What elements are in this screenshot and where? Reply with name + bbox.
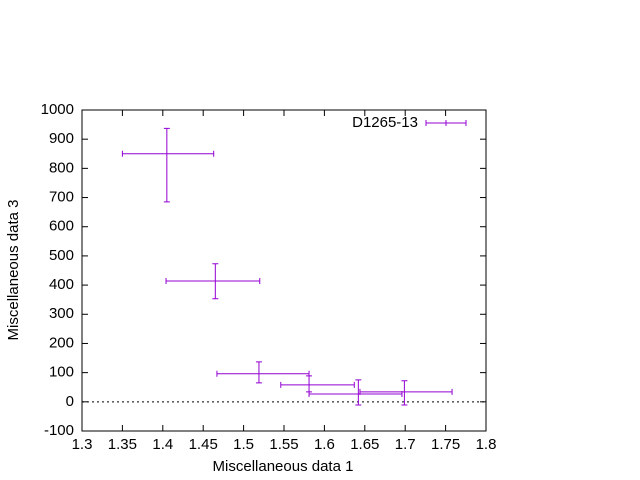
y-tick-label: 100 <box>49 364 74 381</box>
y-error-bar <box>401 380 408 406</box>
x-error-bar <box>216 370 310 377</box>
x-error-bar <box>121 150 215 157</box>
x-tick-label: 1.8 <box>476 436 497 453</box>
y-tick-label: 500 <box>49 247 74 264</box>
x-tick-label: 1.65 <box>350 436 379 453</box>
y-error-bar <box>255 361 262 384</box>
y-tick-label: 700 <box>49 189 74 206</box>
y-axis-label: Miscellaneous data 3 <box>5 200 22 341</box>
y-tick-label: -100 <box>44 422 74 439</box>
y-tick-label: 900 <box>49 130 74 147</box>
y-tick-label: 600 <box>49 218 74 235</box>
x-tick-label: 1.6 <box>314 436 335 453</box>
x-error-bar <box>359 388 453 395</box>
x-error-bar <box>280 381 355 388</box>
x-error-bar <box>165 278 261 285</box>
x-tick-label: 1.7 <box>395 436 416 453</box>
y-tick-label: 200 <box>49 334 74 351</box>
x-axis-label: Miscellaneous data 1 <box>213 458 354 475</box>
y-error-bar <box>355 379 362 406</box>
y-tick-label: 0 <box>66 393 74 410</box>
y-error-bar <box>212 263 219 300</box>
y-tick-label: 1000 <box>41 101 74 118</box>
y-error-bar <box>163 127 170 203</box>
x-tick-label: 1.45 <box>189 436 218 453</box>
plot-frame <box>81 109 487 432</box>
y-tick-label: 400 <box>49 276 74 293</box>
y-tick-label: 300 <box>49 305 74 322</box>
x-tick-label: 1.75 <box>431 436 460 453</box>
x-tick-label: 1.4 <box>152 436 173 453</box>
x-tick-label: 1.55 <box>269 436 298 453</box>
legend-sample <box>425 120 467 126</box>
x-tick-label: 1.3 <box>72 436 93 453</box>
y-tick-label: 800 <box>49 159 74 176</box>
y-error-bar <box>306 375 313 393</box>
legend-label: D1265-13 <box>352 114 418 131</box>
x-tick-label: 1.5 <box>233 436 254 453</box>
x-tick-label: 1.35 <box>108 436 137 453</box>
